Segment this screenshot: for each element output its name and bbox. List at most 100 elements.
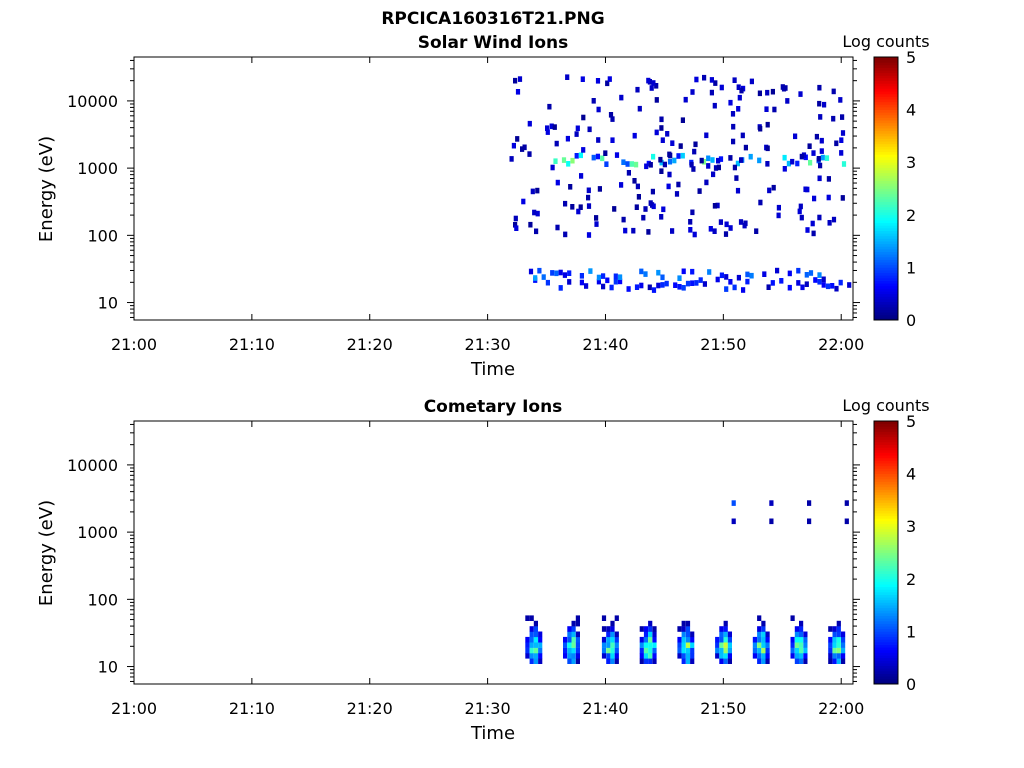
count-cell	[807, 500, 812, 506]
count-cell	[811, 230, 816, 237]
colorbar-frame	[873, 420, 899, 685]
colorbar-segment	[874, 220, 898, 224]
colorbar-segment	[874, 505, 898, 509]
count-cell	[836, 653, 841, 659]
count-cell	[841, 658, 846, 664]
colorbar-segment	[874, 222, 898, 226]
count-cell	[667, 158, 673, 165]
count-cell	[727, 642, 732, 648]
count-cell	[650, 188, 655, 195]
count-cell	[828, 626, 833, 632]
count-cell	[621, 159, 626, 165]
count-cell	[715, 202, 720, 209]
count-cell	[765, 653, 770, 659]
count-cell	[545, 279, 550, 286]
colorbar-segment	[874, 594, 898, 598]
count-cell	[567, 636, 572, 643]
count-cell	[580, 76, 585, 82]
count-cell	[639, 642, 644, 648]
count-cell	[651, 287, 657, 293]
count-cell	[660, 274, 665, 281]
colorbar-segment	[874, 309, 898, 313]
count-cell	[581, 147, 586, 153]
colorbar-segment	[874, 91, 898, 95]
count-cell	[614, 636, 619, 643]
colorbar-segment	[874, 288, 898, 292]
count-cell	[680, 152, 685, 159]
colorbar-segment	[874, 655, 898, 659]
colorbar-segment	[874, 455, 898, 459]
count-cell	[828, 653, 833, 659]
count-cell	[690, 89, 695, 95]
count-cell	[841, 653, 846, 659]
count-cell	[574, 131, 579, 137]
count-cell	[561, 157, 567, 163]
count-cell	[596, 278, 601, 285]
count-cell	[719, 636, 724, 643]
count-cell	[727, 631, 732, 638]
count-cell	[799, 653, 804, 659]
count-cell	[715, 636, 720, 643]
count-cell	[727, 658, 732, 664]
count-cell	[840, 114, 845, 120]
colorbar-segment	[874, 649, 898, 653]
count-cell	[680, 117, 685, 123]
count-cell	[676, 181, 681, 188]
colorbar-segment	[874, 162, 898, 166]
x-tick-label: 22:00	[818, 699, 864, 718]
count-cell	[740, 132, 745, 139]
colorbar-segment	[874, 578, 898, 582]
count-cell	[807, 518, 812, 525]
count-cell	[814, 133, 819, 140]
count-cell	[765, 658, 770, 664]
count-cell	[728, 279, 733, 285]
count-cell	[757, 90, 762, 97]
count-cell	[575, 620, 580, 627]
colorbar-segment	[874, 481, 898, 485]
count-cell	[643, 642, 649, 648]
colorbar-segment	[874, 214, 898, 218]
colorbar-segment	[874, 159, 898, 163]
colorbar-segment	[874, 96, 898, 100]
count-cell	[632, 178, 637, 184]
count-cell	[718, 156, 724, 162]
colorbar-segment	[874, 589, 898, 593]
count-cell	[799, 647, 804, 654]
count-cell	[765, 145, 770, 152]
count-cell	[770, 280, 775, 286]
count-cell	[570, 157, 575, 164]
x-tick-label: 21:10	[229, 699, 275, 718]
count-cell	[831, 115, 836, 122]
colorbar-segment	[874, 180, 898, 184]
count-cell	[810, 220, 815, 227]
colorbar-segment	[874, 149, 898, 153]
count-cell	[534, 228, 539, 235]
count-cell	[757, 626, 762, 632]
count-cell	[719, 84, 724, 91]
count-cell	[713, 80, 718, 86]
count-cell	[601, 647, 607, 654]
count-cell	[819, 148, 824, 154]
colorbar-segment	[874, 99, 898, 103]
count-cell	[579, 279, 584, 286]
count-cell	[648, 200, 653, 206]
count-cell	[805, 227, 810, 233]
colorbar-segment	[874, 312, 898, 316]
count-cell	[771, 184, 776, 191]
colorbar-segment	[874, 573, 898, 577]
count-cell	[710, 157, 715, 163]
count-cell	[527, 120, 532, 127]
count-cell	[643, 206, 648, 212]
count-cell	[646, 229, 651, 235]
colorbar-segment	[874, 570, 898, 574]
count-cell	[724, 221, 729, 228]
count-cell	[730, 111, 736, 117]
count-cell	[765, 636, 770, 643]
count-cell	[828, 658, 833, 664]
count-cell	[648, 647, 653, 654]
count-cell	[568, 184, 573, 190]
colorbar-segment	[874, 191, 898, 195]
count-cell	[652, 653, 657, 659]
colorbar-segment	[874, 217, 898, 221]
colorbar-segment	[874, 489, 898, 493]
